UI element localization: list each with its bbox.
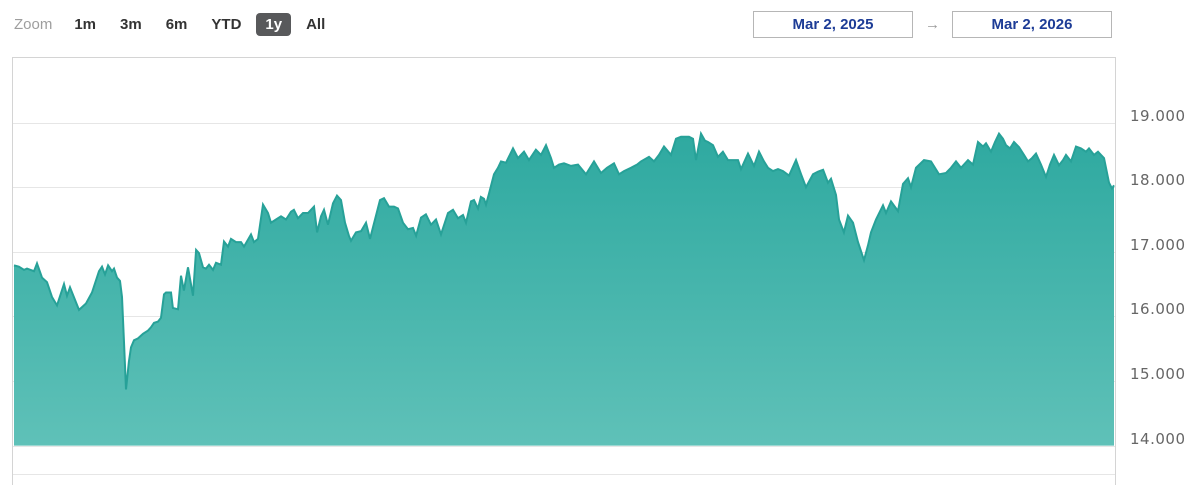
range-button-1y[interactable]: 1y	[256, 13, 292, 36]
y-tick-16.000: 16.000	[1130, 300, 1186, 318]
chart-toolbar: Zoom 1m 3m 6m YTD 1y All Mar 2, 2025 → Mar 2,…	[0, 0, 1200, 52]
plot-area[interactable]	[12, 57, 1116, 485]
x-axis-line	[13, 474, 1115, 475]
area-series[interactable]	[13, 58, 1115, 448]
arrow-right-icon: →	[925, 16, 940, 33]
y-tick-17.000: 17.000	[1130, 236, 1186, 254]
range-button-6m[interactable]: 6m	[165, 16, 188, 33]
y-axis-labels: 19.000 18.000 17.000 16.000 15.000 14.000	[1130, 0, 1200, 485]
gridline-19.000	[13, 123, 1115, 124]
range-button-1m[interactable]: 1m	[74, 16, 97, 33]
range-button-ytd[interactable]: YTD	[211, 16, 242, 33]
y-tick-14.000: 14.000	[1130, 430, 1186, 448]
date-range-picker: Mar 2, 2025 → Mar 2, 2026	[753, 11, 1112, 38]
range-button-all[interactable]: All	[306, 16, 326, 33]
zoom-range-selector: Zoom 1m 3m 6m YTD 1y All	[14, 13, 337, 36]
area-fill	[14, 133, 1114, 446]
range-button-3m[interactable]: 3m	[120, 16, 142, 33]
y-tick-19.000: 19.000	[1130, 107, 1186, 125]
series-line	[13, 130, 1115, 390]
gridline-14.000	[13, 446, 1115, 447]
date-from-input[interactable]: Mar 2, 2025	[753, 11, 913, 38]
date-to-input[interactable]: Mar 2, 2026	[952, 11, 1112, 38]
zoom-label: Zoom	[14, 16, 53, 33]
y-tick-18.000: 18.000	[1130, 171, 1186, 189]
y-tick-15.000: 15.000	[1130, 365, 1186, 383]
